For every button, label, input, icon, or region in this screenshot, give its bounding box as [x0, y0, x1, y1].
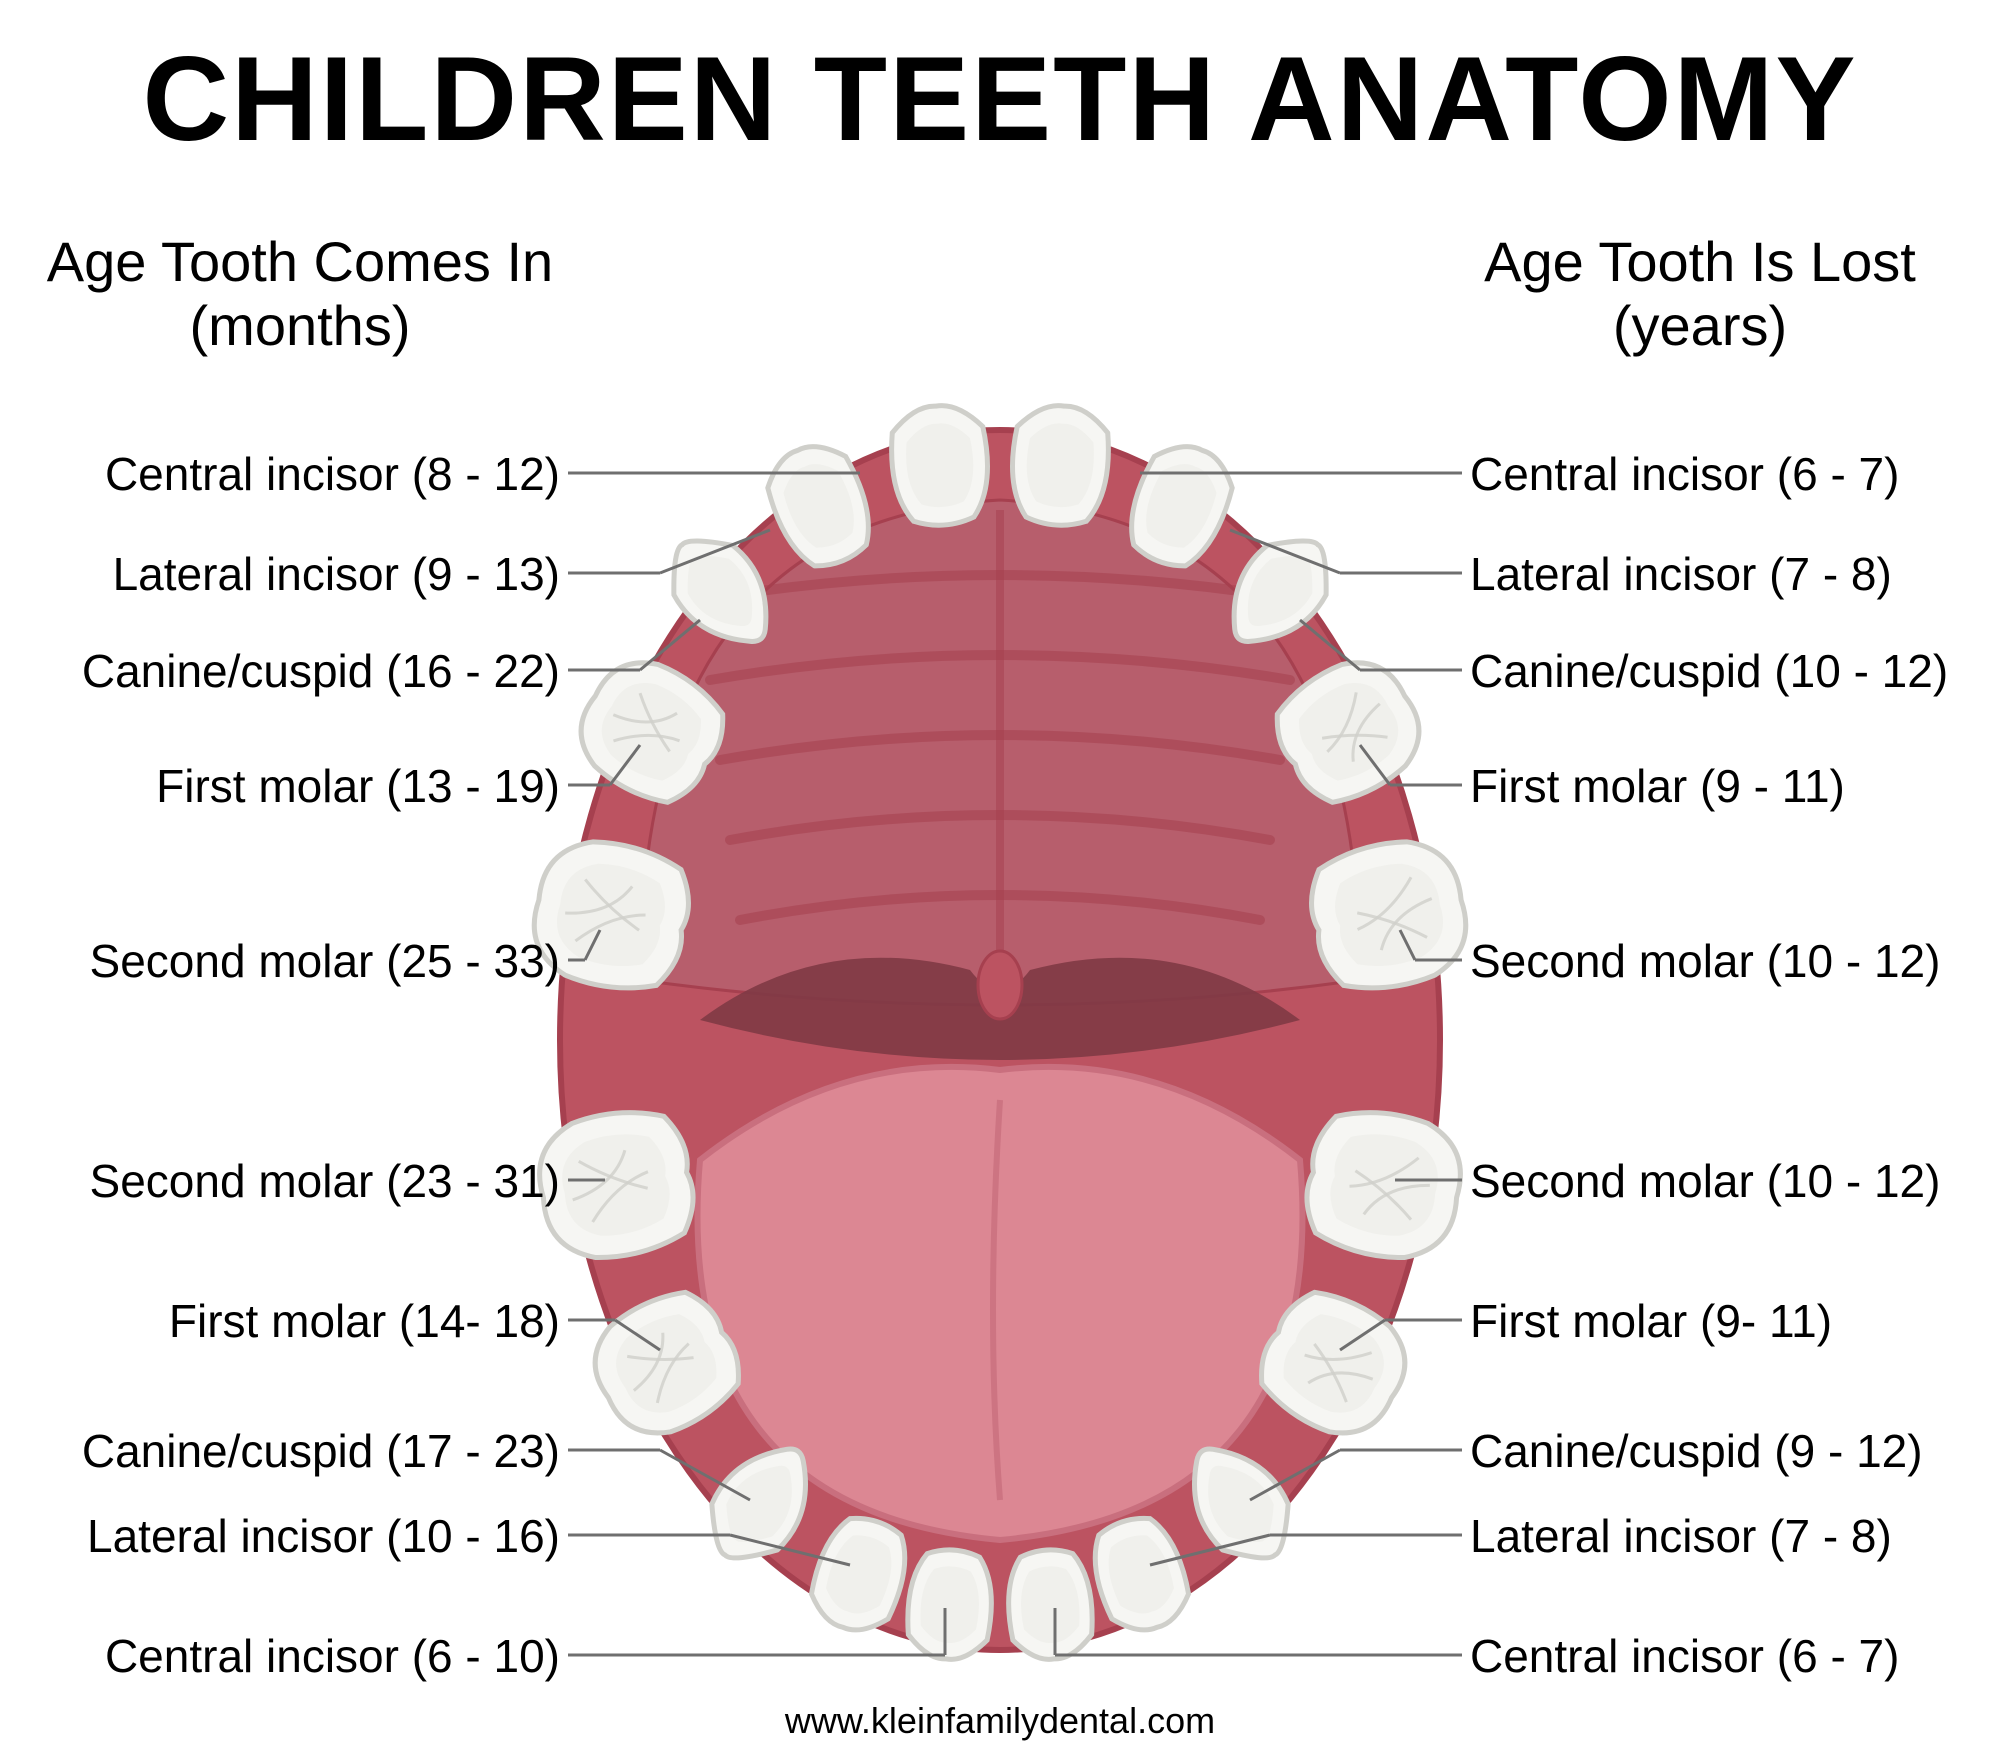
mouth-group [523, 403, 1476, 1662]
right-label-1: Lateral incisor (7 - 8) [1470, 547, 1892, 601]
right-label-9: Central incisor (6 - 7) [1470, 1629, 1899, 1683]
tooth-ll-ci [905, 1547, 995, 1662]
right-label-3: First molar (9 - 11) [1470, 759, 1845, 813]
left-label-6: First molar (14- 18) [169, 1294, 560, 1348]
left-label-4: Second molar (25 - 33) [90, 934, 560, 988]
mouth-diagram [0, 0, 2000, 1751]
tooth-ul-ci [888, 403, 991, 529]
tooth-ur-ci [1008, 403, 1111, 529]
right-label-4: Second molar (10 - 12) [1470, 934, 1940, 988]
right-label-6: First molar (9- 11) [1470, 1294, 1832, 1348]
left-label-0: Central incisor (8 - 12) [105, 447, 560, 501]
left-label-1: Lateral incisor (9 - 13) [113, 547, 560, 601]
left-label-8: Lateral incisor (10 - 16) [87, 1509, 560, 1563]
source-credit: www.kleinfamilydental.com [0, 1700, 2000, 1742]
left-label-2: Canine/cuspid (16 - 22) [82, 644, 560, 698]
right-label-0: Central incisor (6 - 7) [1470, 447, 1899, 501]
left-label-9: Central incisor (6 - 10) [105, 1629, 560, 1683]
right-label-7: Canine/cuspid (9 - 12) [1470, 1424, 1923, 1478]
left-label-5: Second molar (23 - 31) [90, 1154, 560, 1208]
right-label-2: Canine/cuspid (10 - 12) [1470, 644, 1948, 698]
tooth-lr-ci [1005, 1547, 1095, 1662]
left-label-7: Canine/cuspid (17 - 23) [82, 1424, 560, 1478]
left-label-3: First molar (13 - 19) [156, 759, 560, 813]
right-label-8: Lateral incisor (7 - 8) [1470, 1509, 1892, 1563]
right-label-5: Second molar (10 - 12) [1470, 1154, 1940, 1208]
infographic-stage: CHILDREN TEETH ANATOMY Age Tooth Comes I… [0, 0, 2000, 1751]
